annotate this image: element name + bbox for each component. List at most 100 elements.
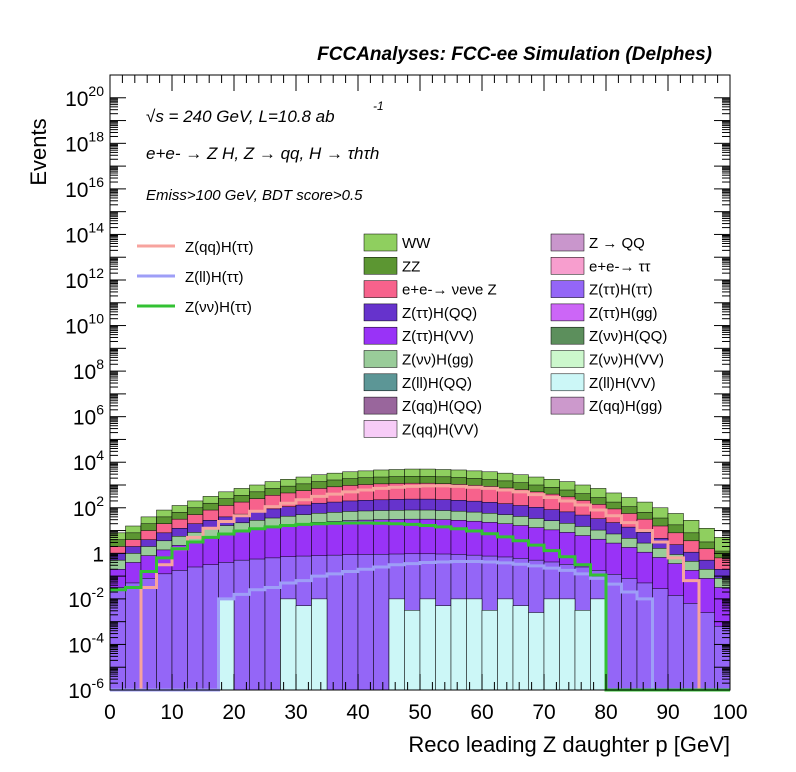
annotation-energy-text: √s = 240 GeV, L=10.8 ab [146,107,335,126]
legend-label: Z(qq)H(ττ) [185,239,254,256]
legend-swatch [363,233,398,252]
stack-bar [512,605,529,691]
legend-swatch [550,373,585,392]
legend-label: Z(νν)H(QQ) [589,328,667,345]
legend-swatch [550,280,585,298]
y-tick-label: 106 [73,402,104,430]
legend-background: WW Z → QQ ZZ e+e-→ ττ e+e-→ νeνe Z Z(ττ)H(ττ)… [363,233,667,438]
legend-swatch [550,257,585,275]
stack-bar [481,610,498,691]
stack-bar [373,553,390,691]
x-tick-label: 40 [346,701,369,724]
legend-label: Z(ττ)H(QQ) [402,305,477,322]
stack-bar [590,598,607,691]
legend-label: Z(qq)H(QQ) [402,398,482,415]
stack-bar [140,578,157,691]
stack-bar [714,625,731,691]
y-tick-label: 1 [92,543,104,566]
stack-bar [171,570,188,691]
stack-bar [621,578,638,691]
stack-Z(ll)H(VV) [218,598,607,691]
legend-label: Z(ll)H(QQ) [402,375,472,392]
x-tick-label: 80 [594,701,617,724]
legend-swatch [363,373,398,392]
stack-bar [497,598,514,691]
stack-bar [311,598,328,691]
signal-line-Z(νν)H(ττ) [110,521,730,692]
legend-swatch [363,257,398,275]
y-axis-title: Events [26,118,51,185]
stack-bar [450,598,467,691]
legend-label: e+e-→ ττ [589,258,651,275]
legend-label: Z(ττ)H(VV) [402,328,474,345]
stack-bar [698,612,715,691]
stack-bar [202,564,219,691]
plot-area [109,468,731,692]
stack-bar [559,598,576,691]
y-tick-label: 1010 [65,311,104,339]
signal-line-Z(qq)H(ττ) [110,484,730,692]
stack-bar [528,612,545,691]
x-tick-label: 20 [222,701,245,724]
stack-bar [404,610,421,691]
y-tick-label: 10-6 [68,675,104,703]
y-tick-label: 1012 [65,265,104,293]
y-tick-label: 10-2 [68,584,104,612]
y-tick-label: 104 [73,447,104,475]
stack-bar [435,605,452,691]
legend-label: Z(qq)H(gg) [589,398,662,415]
legend-swatch [550,396,585,415]
y-tick-label: 108 [73,356,104,384]
stack-bar [543,598,560,691]
stack-bar [652,588,669,691]
legend-signal: Z(qq)H(ττ) Z(ll)H(ττ) Z(νν)H(ττ) [137,239,254,316]
stack-bar [264,557,281,691]
stack-bar [249,558,266,691]
legend-swatch [363,420,398,438]
legend-label: Z(ll)H(ττ) [185,269,244,286]
stack-bar [466,598,483,691]
stack-bar [233,559,250,691]
legend-label: Z(νν)H(VV) [589,352,664,369]
y-tick-label: 1018 [65,128,104,156]
legend-label: Z(qq)H(VV) [402,421,479,438]
stack-bar [419,598,436,691]
legend-swatch [550,233,585,252]
annotation-process: e+e- → Z H, Z → qq, H → τhτh [146,144,379,163]
x-tick-label: 50 [408,701,431,724]
x-tick-label: 60 [470,701,493,724]
x-tick-label: 30 [284,701,307,724]
chart-title: FCCAnalyses: FCC-ee Simulation (Delphes) [317,44,712,65]
legend-swatch [550,326,585,345]
stack-bar [357,554,374,691]
stack-bar [683,603,700,691]
legend-swatch [363,303,398,322]
y-tick-label: 10-4 [68,629,104,657]
x-tick-label: 10 [160,701,183,724]
legend-label: Z(νν)H(gg) [402,352,474,369]
legend-swatch [363,280,398,298]
y-tick-label: 1016 [65,174,104,202]
stack-bar [187,566,204,691]
x-tick-label: 0 [104,701,116,724]
stack-bar [605,574,622,691]
legend-label: WW [402,235,431,252]
stack-bar [667,595,684,691]
legend-swatch [363,326,398,345]
x-tick-label: 90 [656,701,679,724]
y-tick-label: 1020 [65,83,104,111]
legend-label: Z(ττ)H(gg) [589,305,658,322]
stack-bar [342,554,359,691]
x-tick-label: 70 [532,701,555,724]
legend-label: Z(νν)H(ττ) [185,299,252,316]
legend-label: ZZ [402,258,420,275]
annotation-energy: √s = 240 GeV, L=10.8 ab -1 [146,99,384,126]
y-tick-label: 1014 [65,219,104,247]
stack-bar [156,573,173,691]
annotation-selection: Emiss>100 GeV, BDT score>0.5 [146,187,363,204]
stack-bar [280,598,297,691]
legend-swatch [550,350,585,368]
stack-bar [218,598,235,691]
legend-label: Z(ττ)H(ττ) [589,282,653,299]
